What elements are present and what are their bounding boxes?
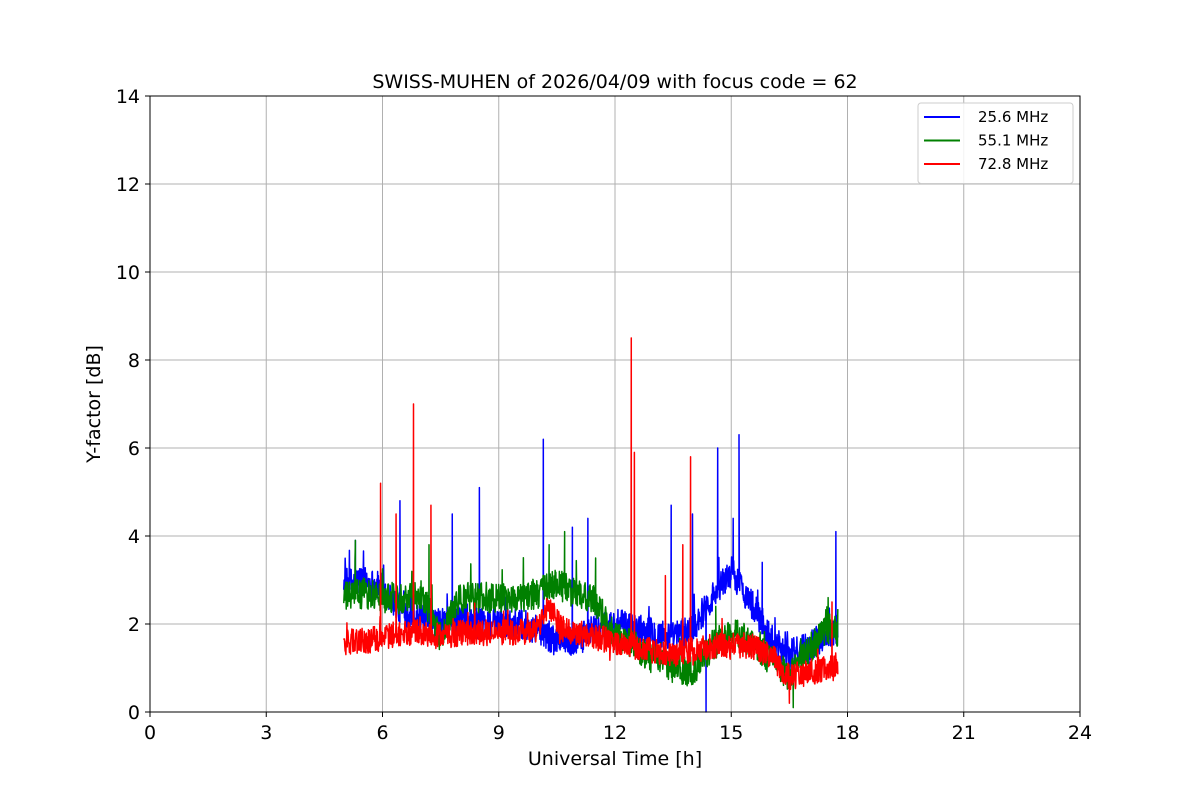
y-tick-label: 2 [128, 614, 140, 636]
x-axis-label: Universal Time [h] [528, 748, 702, 770]
x-tick-label: 24 [1068, 722, 1092, 744]
y-tick-label: 10 [116, 262, 140, 284]
y-tick-label: 8 [128, 350, 140, 372]
x-tick-label: 18 [835, 722, 859, 744]
series-line [343, 337, 839, 704]
y-axis-label: Y-factor [dB] [83, 345, 105, 464]
series-lines [343, 337, 839, 713]
x-tick-label: 9 [493, 722, 505, 744]
y-tick-label: 14 [116, 86, 140, 108]
legend-label: 72.8 MHz [978, 155, 1048, 173]
legend: 25.6 MHz 55.1 MHz 72.8 MHz [917, 102, 1074, 184]
x-tick-label: 3 [260, 722, 272, 744]
legend-label: 55.1 MHz [978, 132, 1048, 150]
legend-label: 25.6 MHz [978, 108, 1048, 126]
x-tick-label: 21 [952, 722, 976, 744]
x-tick-label: 15 [719, 722, 743, 744]
x-tick-label: 12 [603, 722, 627, 744]
y-tick-label: 4 [128, 526, 140, 548]
x-tick-label: 0 [144, 722, 156, 744]
y-tick-label: 12 [116, 174, 140, 196]
chart-title: SWISS-MUHEN of 2026/04/09 with focus cod… [372, 71, 857, 93]
y-tick-label: 0 [128, 702, 140, 724]
x-tick-label: 6 [376, 722, 388, 744]
y-tick-label: 6 [128, 438, 140, 460]
